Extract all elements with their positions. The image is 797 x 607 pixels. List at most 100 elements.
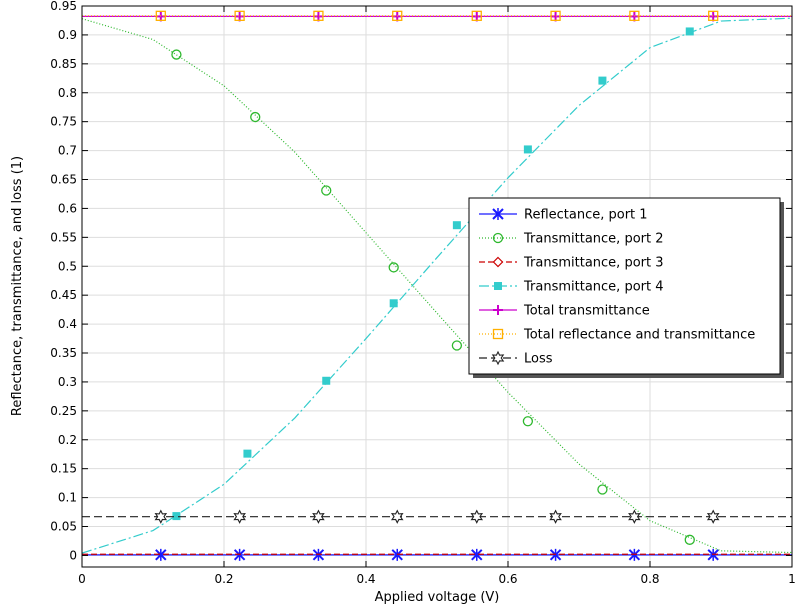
legend-marker [492, 256, 504, 268]
legend-entry: Loss [479, 350, 553, 367]
marker-shape [171, 49, 182, 60]
marker-shape [706, 509, 720, 524]
data-point [550, 10, 561, 21]
marker-shape [233, 509, 246, 524]
y-tick-label: 0.3 [58, 375, 77, 389]
data-point [628, 509, 641, 524]
ticks: 0 0.2 0.4 0.6 0.8 1 0 0.05 0.1 0.15 0.2 0.25 0.3 0.35… [50, 0, 796, 586]
data-point [234, 10, 245, 21]
data-point [523, 145, 532, 154]
marker-shape [451, 340, 463, 351]
x-tick-label: 0.6 [498, 572, 517, 586]
legend-marker [494, 282, 502, 290]
marker-shape [549, 509, 562, 524]
marker-shape [523, 145, 532, 154]
marker-shape [471, 10, 482, 21]
marker-shape [492, 256, 504, 268]
marker-shape [312, 509, 325, 524]
y-tick-label: 0.5 [58, 259, 77, 273]
marker-shape [234, 10, 245, 21]
y-axis-title: Reflectance, transmittance, and loss (1) [10, 156, 25, 416]
marker-shape [154, 509, 168, 524]
data-point [388, 262, 399, 273]
data-point [233, 509, 246, 524]
data-point [598, 76, 607, 85]
legend-marker [492, 208, 504, 220]
marker-shape [685, 27, 694, 36]
marker-shape [392, 10, 403, 21]
series-4 [81, 17, 793, 554]
legend-entry: Total reflectance and transmittance [479, 328, 755, 343]
x-tick-label: 0.4 [356, 572, 375, 586]
data-point [708, 10, 719, 21]
x-tick-label: 0.2 [214, 572, 233, 586]
series-6 [82, 10, 792, 21]
legend-entry: Transmittance, port 3 [479, 256, 664, 271]
y-tick-label: 0.25 [50, 404, 77, 418]
data-point [629, 10, 640, 21]
legend-marker [492, 232, 504, 244]
y-tick-label: 0.45 [50, 288, 77, 302]
data-point [171, 49, 182, 60]
series-layer [81, 10, 793, 561]
series-line [81, 17, 793, 554]
data-point [389, 299, 398, 308]
legend-marker [492, 328, 504, 340]
marker-shape [598, 76, 607, 85]
x-tick-label: 1 [788, 572, 796, 586]
legend-marker [493, 305, 503, 315]
marker-shape [155, 10, 166, 21]
y-tick-label: 0.2 [58, 433, 77, 447]
y-tick-label: 0.4 [58, 317, 77, 331]
y-tick-label: 0.85 [50, 57, 77, 71]
data-point [313, 10, 324, 21]
legend-label: Total reflectance and transmittance [523, 328, 755, 343]
legend: Reflectance, port 1 Transmittance, port 2… [468, 197, 784, 378]
series-7 [82, 509, 792, 524]
marker-shape [321, 185, 332, 196]
legend-entry: Reflectance, port 1 [479, 208, 648, 223]
marker-shape [388, 262, 399, 273]
marker-shape [494, 282, 502, 290]
y-tick-label: 0.05 [50, 520, 77, 534]
legend-entry: Transmittance, port 2 [479, 232, 664, 247]
y-tick-label: 0.15 [50, 462, 77, 476]
marker-shape [597, 484, 608, 495]
marker-shape [390, 509, 404, 524]
data-point [154, 509, 168, 524]
y-tick-label: 0.1 [58, 491, 77, 505]
x-axis-title: Applied voltage (V) [375, 590, 500, 605]
y-tick-label: 0.75 [50, 115, 77, 129]
y-tick-label: 0.95 [50, 0, 77, 13]
x-tick-label: 0 [78, 572, 86, 586]
data-point [522, 416, 534, 427]
y-tick-label: 0.7 [58, 144, 77, 158]
legend-label: Transmittance, port 4 [523, 280, 664, 295]
data-point [685, 27, 694, 36]
data-point [452, 221, 461, 230]
legend-entry: Total transmittance [479, 304, 650, 319]
marker-shape [452, 221, 461, 230]
data-point [312, 509, 325, 524]
data-point [321, 185, 332, 196]
data-point [155, 10, 166, 21]
marker-shape [492, 232, 504, 244]
data-point [549, 509, 562, 524]
marker-shape [470, 509, 484, 524]
marker-shape [491, 350, 505, 366]
marker-shape [322, 376, 331, 385]
y-tick-label: 0.6 [58, 201, 77, 215]
data-point [451, 340, 463, 351]
data-point [470, 509, 484, 524]
legend-label: Total transmittance [523, 304, 650, 319]
marker-shape [250, 111, 261, 123]
y-tick-label: 0 [69, 548, 77, 562]
data-point [322, 376, 331, 385]
marker-shape [629, 10, 640, 21]
legend-box [468, 197, 781, 375]
marker-shape [708, 10, 719, 21]
legend-label: Loss [524, 352, 553, 367]
y-tick-label: 0.9 [58, 28, 77, 42]
data-point [706, 509, 720, 524]
legend-label: Reflectance, port 1 [524, 208, 648, 223]
